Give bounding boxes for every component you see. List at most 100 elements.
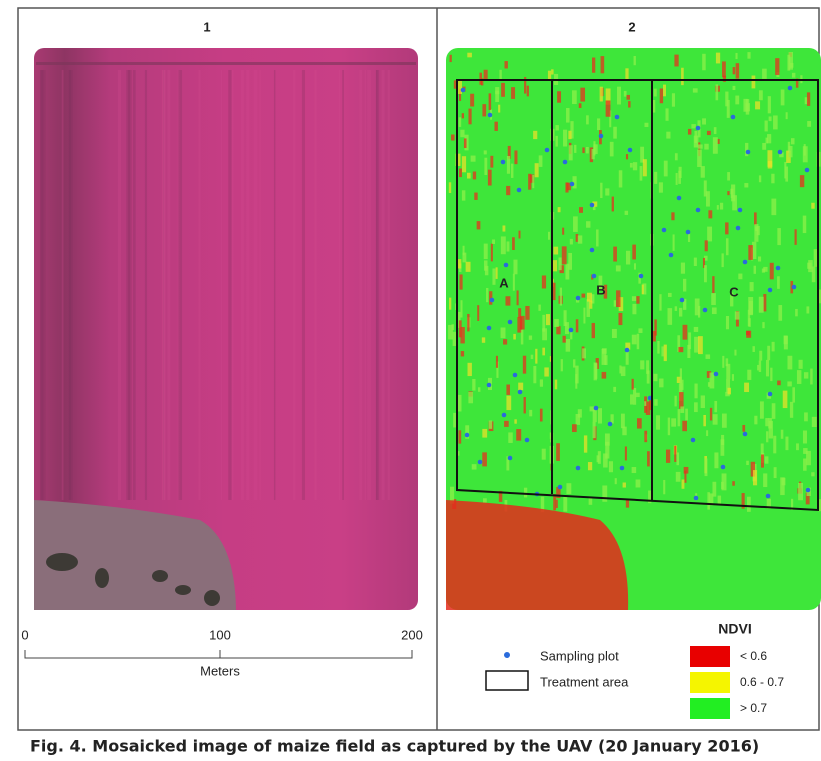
texture — [453, 412, 456, 428]
texture — [600, 56, 605, 74]
texture — [765, 493, 771, 499]
texture — [746, 496, 751, 512]
texture — [117, 70, 122, 500]
texture — [768, 418, 772, 429]
texture — [803, 458, 807, 471]
texture — [642, 159, 647, 177]
texture — [625, 250, 631, 265]
texture — [783, 335, 788, 350]
texture — [565, 338, 571, 352]
texture — [749, 282, 754, 292]
texture — [458, 430, 462, 444]
texture — [588, 498, 593, 505]
texture — [498, 490, 503, 502]
texture — [463, 138, 467, 149]
texture — [592, 57, 596, 73]
texture — [503, 262, 509, 268]
texture — [700, 166, 705, 178]
texture — [683, 298, 687, 310]
texture — [586, 299, 590, 317]
texture — [713, 127, 717, 135]
texture — [504, 420, 509, 427]
texture — [690, 437, 696, 443]
texture — [507, 319, 513, 325]
texture — [547, 231, 551, 240]
texture — [725, 91, 729, 107]
texture — [732, 195, 737, 211]
texture — [625, 68, 629, 80]
texture — [604, 433, 610, 446]
texture — [758, 90, 763, 101]
texture — [750, 461, 756, 477]
texture — [741, 493, 745, 509]
texture — [780, 477, 785, 496]
texture — [505, 296, 511, 306]
texture — [161, 70, 166, 500]
texture — [457, 451, 460, 456]
texture — [483, 498, 487, 503]
texture — [685, 229, 691, 235]
texture — [555, 499, 558, 508]
texture — [666, 131, 671, 139]
texture — [681, 67, 684, 86]
texture — [511, 87, 516, 99]
texture — [667, 292, 672, 297]
texture — [474, 192, 478, 200]
texture — [574, 144, 577, 153]
texture — [786, 150, 791, 163]
texture — [492, 268, 496, 285]
texture — [461, 190, 466, 201]
texture — [762, 322, 765, 329]
texture — [457, 394, 462, 412]
texture — [580, 87, 586, 102]
texture — [790, 498, 794, 511]
texture — [726, 99, 730, 118]
legend-dot — [504, 652, 510, 658]
texture — [162, 70, 165, 500]
texture — [731, 374, 735, 381]
texture — [698, 305, 701, 318]
texture — [458, 117, 462, 127]
texture — [674, 306, 678, 311]
texture — [592, 204, 596, 211]
texture — [691, 124, 696, 129]
texture — [177, 70, 180, 500]
texture — [483, 150, 487, 155]
texture — [788, 145, 793, 158]
texture — [704, 143, 709, 150]
texture — [645, 401, 651, 416]
texture — [592, 409, 597, 423]
texture — [665, 108, 669, 121]
texture — [591, 149, 595, 160]
texture — [752, 346, 755, 353]
texture — [654, 171, 658, 184]
streaks — [40, 70, 390, 500]
texture — [566, 182, 571, 191]
texture — [804, 412, 808, 422]
texture — [817, 289, 821, 304]
texture — [711, 307, 717, 315]
texture — [572, 424, 577, 433]
texture — [748, 245, 753, 260]
texture — [762, 142, 767, 150]
texture — [594, 363, 598, 379]
texture — [747, 369, 752, 380]
texture — [538, 304, 541, 311]
texture — [589, 406, 595, 412]
texture — [624, 210, 629, 215]
texture — [579, 207, 583, 213]
texture — [754, 212, 757, 226]
texture — [605, 188, 610, 196]
texture — [246, 70, 250, 500]
texture — [770, 367, 773, 382]
texture — [754, 415, 758, 425]
texture — [716, 205, 719, 210]
texture — [557, 207, 561, 213]
texture — [453, 80, 458, 89]
texture — [609, 110, 612, 128]
texture — [500, 236, 506, 255]
texture — [760, 443, 764, 457]
texture — [768, 116, 772, 122]
texture — [663, 479, 666, 495]
texture — [528, 335, 533, 340]
